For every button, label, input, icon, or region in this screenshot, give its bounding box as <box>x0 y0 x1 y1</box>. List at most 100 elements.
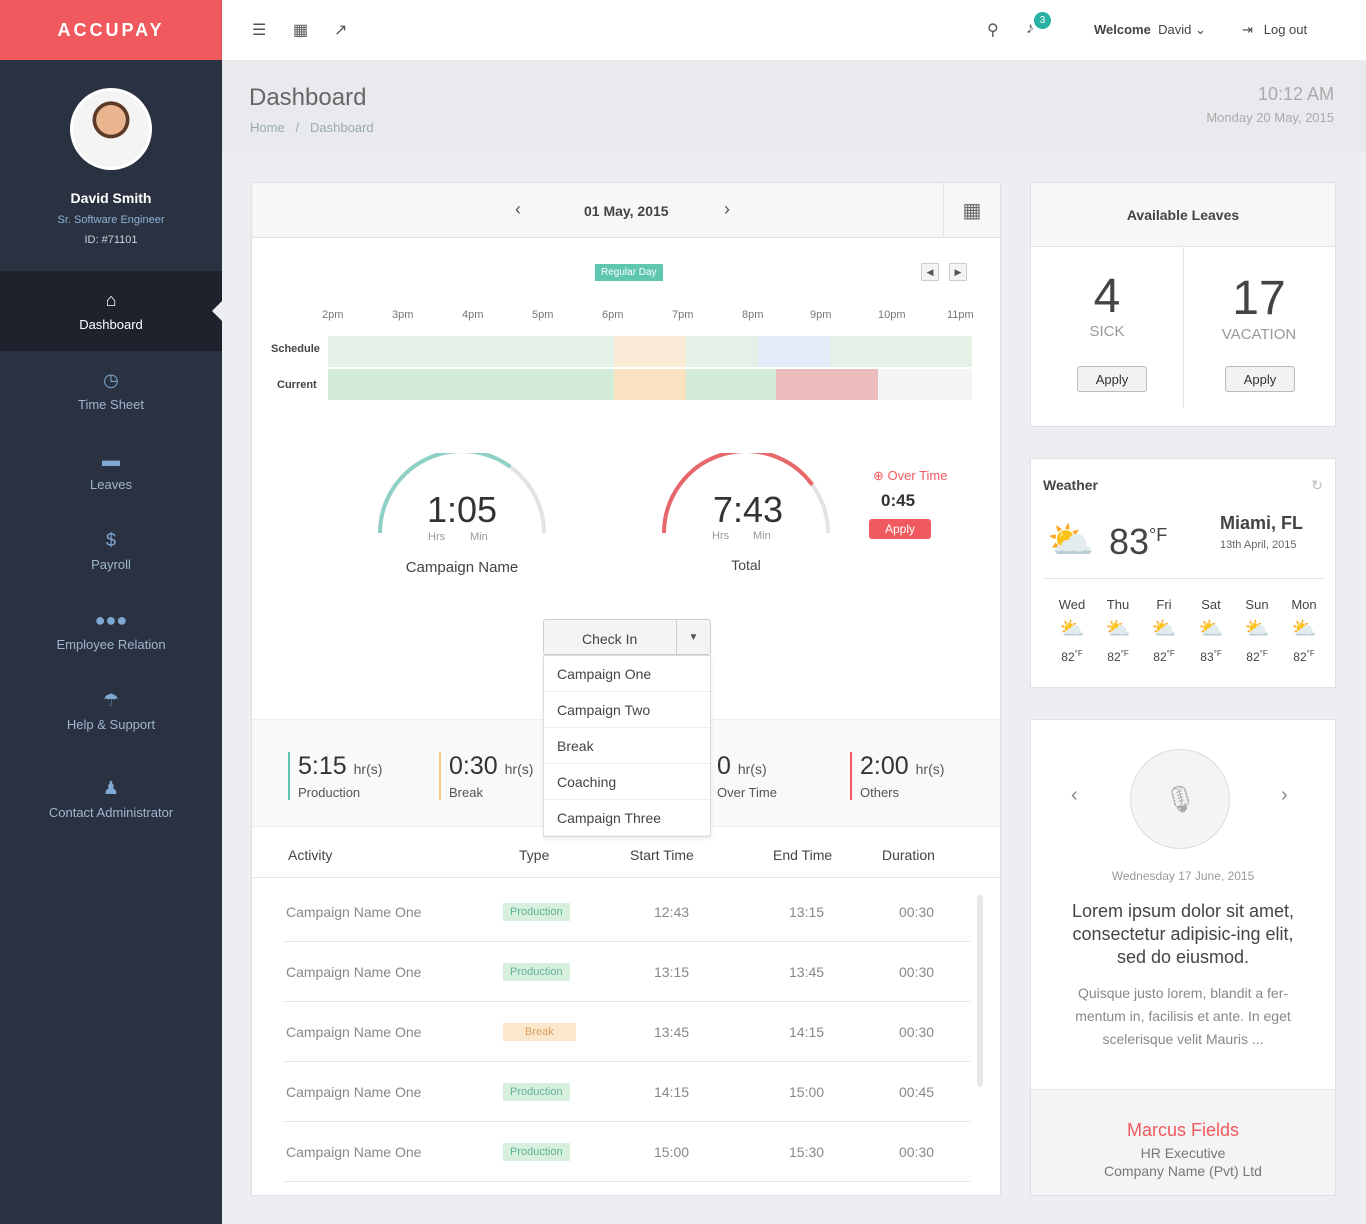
schedule-row-label: Schedule <box>271 343 320 355</box>
table-row[interactable]: Campaign Name One Break 13:45 14:15 00:3… <box>284 1002 970 1062</box>
bell-icon[interactable]: ♪ <box>1026 20 1034 37</box>
menu-item-campaign-two[interactable]: Campaign Two <box>544 692 710 728</box>
microphone-icon[interactable]: 🎙 <box>1130 749 1230 849</box>
check-in-menu: Campaign One Campaign Two Break Coaching… <box>543 655 711 837</box>
column-header-start[interactable]: Start Time <box>630 847 694 863</box>
schedule-segment[interactable] <box>830 336 972 367</box>
min-label: Min <box>470 531 488 543</box>
calendar-icon[interactable]: ▦ <box>943 183 1000 238</box>
table-scrollbar[interactable] <box>977 895 983 1087</box>
stat-label: Over Time <box>717 785 777 800</box>
cell-start: 15:00 <box>654 1144 690 1160</box>
sidebar-item-leaves[interactable]: ▬ Leaves <box>0 431 222 511</box>
partly-sunny-icon: ⛅ <box>1059 618 1085 640</box>
chevron-right-icon[interactable]: › <box>1281 784 1288 806</box>
forecast-unit: °F <box>1259 649 1268 658</box>
forecast-unit: °F <box>1213 649 1222 658</box>
partly-sunny-icon: ⛅ <box>1105 618 1131 640</box>
table-row[interactable]: Campaign Name One Production 14:15 15:00… <box>284 1062 970 1122</box>
cell-activity: Campaign Name One <box>286 1144 422 1160</box>
partly-sunny-icon: ⛅ <box>1244 618 1270 640</box>
schedule-segment[interactable] <box>614 336 686 367</box>
current-segment <box>878 369 972 400</box>
leaves-title: Available Leaves <box>1031 183 1335 247</box>
total-time: 7:43 <box>712 489 784 530</box>
breadcrumb-home[interactable]: Home <box>250 120 285 135</box>
sidebar-item-employee-relation[interactable]: ●●● Employee Relation <box>0 591 222 671</box>
cell-end: 15:30 <box>789 1144 825 1160</box>
column-header-duration[interactable]: Duration <box>882 847 935 863</box>
logout-button[interactable]: ⇥ Log out <box>1242 22 1307 38</box>
column-header-end[interactable]: End Time <box>773 847 833 863</box>
timeline-prev-button[interactable]: ◀ <box>921 263 939 281</box>
bed-icon: ▬ <box>102 450 120 470</box>
forecast-temp: 82 <box>1246 650 1260 664</box>
refresh-icon[interactable]: ↻ <box>1311 477 1323 493</box>
overtime-apply-button[interactable]: Apply <box>869 519 931 539</box>
external-link-icon[interactable]: ↗ <box>334 22 348 39</box>
sidebar-item-label: Employee Relation <box>56 637 166 652</box>
table-row[interactable]: Campaign Name One Production 12:43 13:15… <box>284 882 970 942</box>
menu-item-coaching[interactable]: Coaching <box>544 764 710 800</box>
table-row[interactable]: Campaign Name One Production 13:15 13:45… <box>284 942 970 1002</box>
menu-icon[interactable]: ☰ <box>252 22 267 39</box>
cell-activity: Campaign Name One <box>286 964 422 980</box>
cell-activity: Campaign Name One <box>286 1084 422 1100</box>
sidebar-item-dashboard[interactable]: ⌂ Dashboard <box>0 271 222 351</box>
menu-item-break[interactable]: Break <box>544 728 710 764</box>
vacation-apply-button[interactable]: Apply <box>1225 366 1295 392</box>
stat-label: Break <box>449 785 483 800</box>
current-segment[interactable] <box>776 369 878 400</box>
brand-logo[interactable]: ACCUPAY <box>0 0 222 60</box>
timeline-next-button[interactable]: ▶ <box>949 263 967 281</box>
menu-item-campaign-three[interactable]: Campaign Three <box>544 800 710 836</box>
cell-duration: 00:30 <box>899 964 935 980</box>
home-icon: ⌂ <box>105 290 117 310</box>
hour-label: 11pm <box>947 309 974 321</box>
sidebar-item-label: Dashboard <box>79 317 143 332</box>
check-in-dropdown[interactable]: Check In ▼ <box>543 619 711 655</box>
caret-down-icon[interactable]: ▼ <box>676 620 710 654</box>
chevron-left-icon[interactable]: ‹ <box>515 199 521 219</box>
chevron-right-icon[interactable]: › <box>724 199 730 219</box>
author-name[interactable]: Marcus Fields <box>1126 1120 1240 1140</box>
column-header-type[interactable]: Type <box>519 847 550 863</box>
logout-icon: ⇥ <box>1242 22 1253 37</box>
sidebar-item-label: Payroll <box>91 557 131 572</box>
grid-icon[interactable]: ▦ <box>293 22 309 39</box>
chevron-left-icon[interactable]: ‹ <box>1071 784 1078 806</box>
weather-date: 13th April, 2015 <box>1220 539 1297 551</box>
column-header-activity[interactable]: Activity <box>288 847 333 863</box>
sidebar-item-label: Time Sheet <box>78 397 144 412</box>
sidebar-item-payroll[interactable]: $ Payroll <box>0 511 222 591</box>
schedule-segment[interactable] <box>758 336 830 367</box>
user-menu[interactable]: Welcome David ⌄ <box>1094 22 1206 38</box>
cell-duration: 00:30 <box>899 1024 935 1040</box>
campaign-gauge <box>378 453 546 534</box>
current-date: Monday 20 May, 2015 <box>1206 110 1334 125</box>
current-segment[interactable] <box>328 369 614 400</box>
stat-label: Production <box>298 785 361 800</box>
stat-label: Others <box>860 785 900 800</box>
cell-start: 13:15 <box>654 964 690 980</box>
avatar[interactable] <box>70 88 152 170</box>
cell-end: 13:15 <box>789 904 825 920</box>
menu-item-campaign-one[interactable]: Campaign One <box>544 656 710 692</box>
sun-cloud-icon: ⛅ <box>1291 618 1317 640</box>
search-icon[interactable]: ⚲ <box>987 22 999 39</box>
welcome-label: Welcome <box>1094 22 1151 37</box>
current-segment[interactable] <box>686 369 776 400</box>
current-segment[interactable] <box>614 369 686 400</box>
schedule-segment[interactable] <box>686 336 758 367</box>
cell-end: 13:45 <box>789 964 825 980</box>
schedule-segment[interactable] <box>328 336 614 367</box>
campaign-label: Campaign Name <box>405 559 519 576</box>
sidebar-item-time-sheet[interactable]: ◷ Time Sheet <box>0 351 222 431</box>
cell-end: 15:00 <box>789 1084 825 1100</box>
forecast-day-name: Mon <box>1291 597 1317 612</box>
sick-apply-button[interactable]: Apply <box>1077 366 1147 392</box>
table-row[interactable]: Campaign Name One Production 15:00 15:30… <box>284 1122 970 1182</box>
stat-unit: hr(s) <box>353 761 383 777</box>
sidebar-item-contact-administrator[interactable]: ♟ Contact Administrator <box>0 751 222 846</box>
sidebar-item-help-support[interactable]: ☂ Help & Support <box>0 671 222 751</box>
